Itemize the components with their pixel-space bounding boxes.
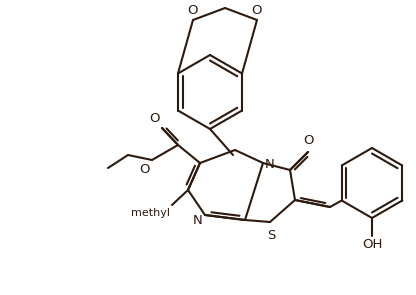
Text: N: N bbox=[265, 158, 275, 171]
Text: O: O bbox=[252, 4, 262, 17]
Text: O: O bbox=[304, 134, 314, 147]
Text: N: N bbox=[193, 214, 203, 227]
Text: O: O bbox=[139, 163, 150, 176]
Text: methyl: methyl bbox=[131, 208, 170, 218]
Text: O: O bbox=[188, 4, 198, 17]
Text: OH: OH bbox=[362, 238, 382, 251]
Text: O: O bbox=[149, 112, 160, 125]
Text: S: S bbox=[267, 229, 275, 242]
